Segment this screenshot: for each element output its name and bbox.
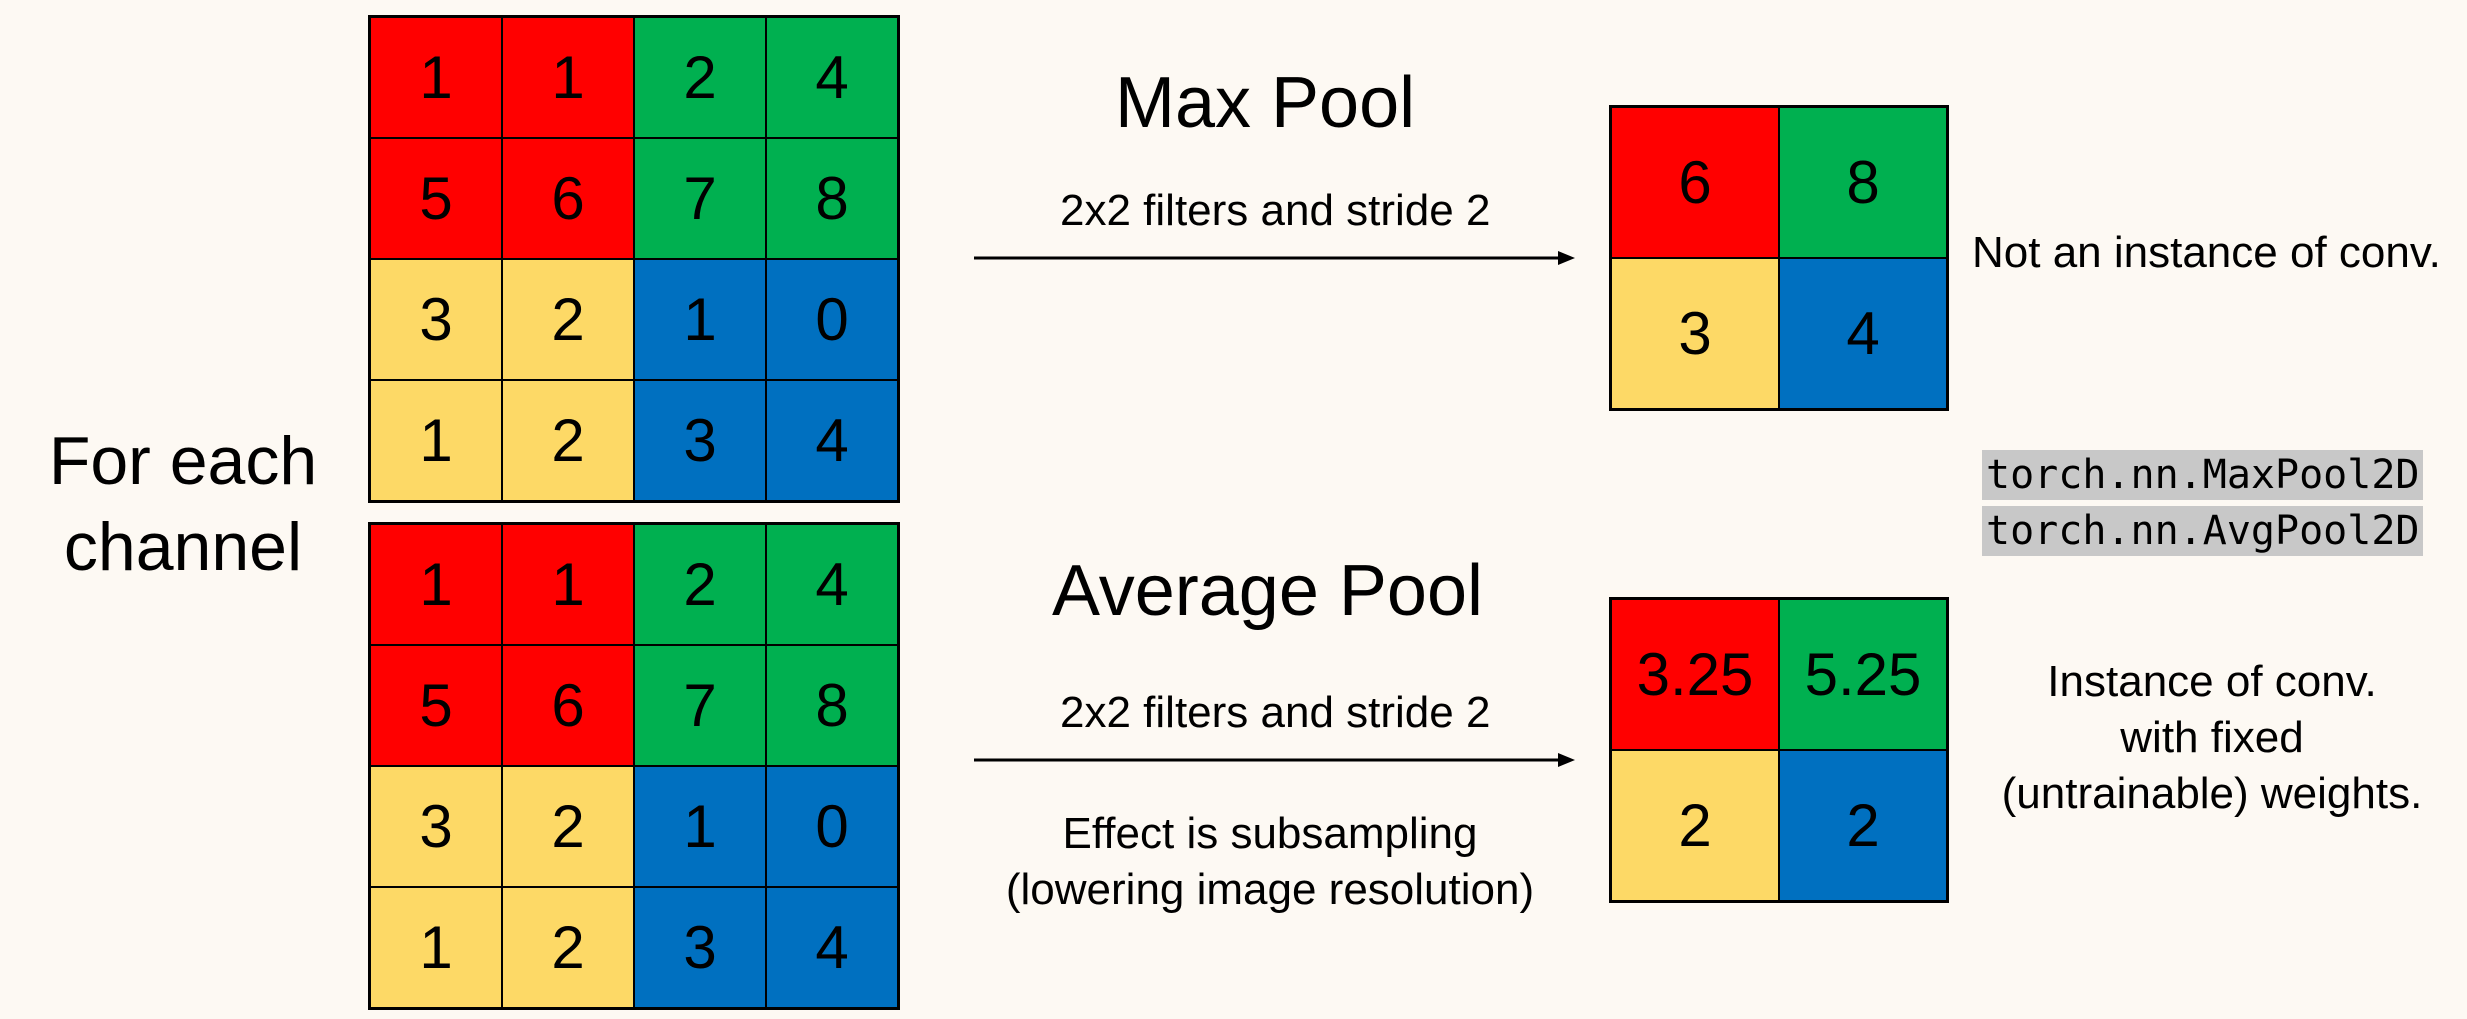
input-grid-bottom-cell-r3c1: 3 [370, 766, 502, 887]
max-pool-arrow [974, 251, 1575, 265]
input-grid-top-cell-r3c3: 1 [634, 259, 766, 380]
input-grid-top-cell-r2c2: 6 [502, 138, 634, 259]
max-pool-output-grid-cell-r2c2: 4 [1779, 258, 1947, 409]
avg-pool-output-grid-cell-r2c1: 2 [1611, 750, 1779, 901]
avg-pool-title: Average Pool [1052, 551, 1483, 631]
input-grid-top-cell-r4c2: 2 [502, 380, 634, 501]
input-grid-top-cell-r1c2: 1 [502, 17, 634, 138]
input-grid-bottom-cell-r1c1: 1 [370, 524, 502, 645]
input-grid-bottom-cell-r3c3: 1 [634, 766, 766, 887]
avg-pool-output-grid-cell-r1c1: 3.25 [1611, 599, 1779, 750]
input-grid-bottom-cell-r1c4: 4 [766, 524, 898, 645]
code-block: torch.nn.MaxPool2D torch.nn.AvgPool2D [1982, 450, 2424, 556]
avg-pool-subtitle: 2x2 filters and stride 2 [1060, 688, 1491, 737]
avg-pool-output-grid-cell-r2c2: 2 [1779, 750, 1947, 901]
input-grid-top-cell-r3c2: 2 [502, 259, 634, 380]
avg-pool-effect-line2: (lowering image resolution) [1005, 865, 1535, 914]
input-grid-top-cell-r3c1: 3 [370, 259, 502, 380]
input-grid-bottom-cell-r2c2: 6 [502, 645, 634, 766]
max-pool-output-grid-cell-r2c1: 3 [1611, 258, 1779, 409]
avg-pool-output-grid-cell-r1c2: 5.25 [1779, 599, 1947, 750]
input-grid-top-cell-r2c1: 5 [370, 138, 502, 259]
side-label: For each channel [28, 418, 338, 590]
avg-pool-effect: Effect is subsampling (lowering image re… [985, 806, 1555, 918]
input-grid-top-cell-r1c4: 4 [766, 17, 898, 138]
avg-pool-note-line1: Instance of conv. [2047, 657, 2377, 706]
input-grid-bottom-cell-r2c4: 8 [766, 645, 898, 766]
input-grid-bottom-cell-r4c3: 3 [634, 887, 766, 1008]
max-pool-output-grid-cell-r1c2: 8 [1779, 107, 1947, 258]
avg-pool-note: Instance of conv. with fixed (untrainabl… [1982, 654, 2442, 822]
max-pool-subtitle: 2x2 filters and stride 2 [1060, 186, 1491, 235]
max-pool-note: Not an instance of conv. [1972, 228, 2441, 277]
input-grid-top-cell-r3c4: 0 [766, 259, 898, 380]
input-grid-top-cell-r4c3: 3 [634, 380, 766, 501]
input-grid-bottom-cell-r2c3: 7 [634, 645, 766, 766]
code-maxpool: torch.nn.MaxPool2D [1982, 450, 2424, 500]
input-grid-bottom-cell-r1c3: 2 [634, 524, 766, 645]
max-pool-title: Max Pool [1115, 63, 1416, 143]
input-grid-top-cell-r2c4: 8 [766, 138, 898, 259]
input-grid-bottom-cell-r4c1: 1 [370, 887, 502, 1008]
input-grid-top-cell-r1c3: 2 [634, 17, 766, 138]
avg-pool-arrow [974, 753, 1575, 767]
side-label-line2: channel [63, 509, 303, 585]
max-pool-output-grid-cell-r1c1: 6 [1611, 107, 1779, 258]
avg-pool-effect-line1: Effect is subsampling [1062, 809, 1478, 858]
input-grid-top-cell-r4c4: 4 [766, 380, 898, 501]
input-grid-bottom-cell-r1c2: 1 [502, 524, 634, 645]
input-grid-top-cell-r2c3: 7 [634, 138, 766, 259]
input-grid-bottom-cell-r4c4: 4 [766, 887, 898, 1008]
code-avgpool: torch.nn.AvgPool2D [1982, 506, 2424, 556]
input-grid-top-cell-r1c1: 1 [370, 17, 502, 138]
avg-pool-note-line2: with fixed [2120, 713, 2304, 762]
input-grid-top-cell-r4c1: 1 [370, 380, 502, 501]
avg-pool-output-grid: 3.25 5.25 2 2 [1609, 597, 1949, 903]
input-grid-bottom-cell-r3c2: 2 [502, 766, 634, 887]
input-grid-bottom-cell-r3c4: 0 [766, 766, 898, 887]
input-grid-bottom-cell-r2c1: 5 [370, 645, 502, 766]
avg-pool-note-line3: (untrainable) weights. [2001, 769, 2423, 818]
input-grid-bottom-cell-r4c2: 2 [502, 887, 634, 1008]
side-label-line1: For each [48, 423, 318, 499]
